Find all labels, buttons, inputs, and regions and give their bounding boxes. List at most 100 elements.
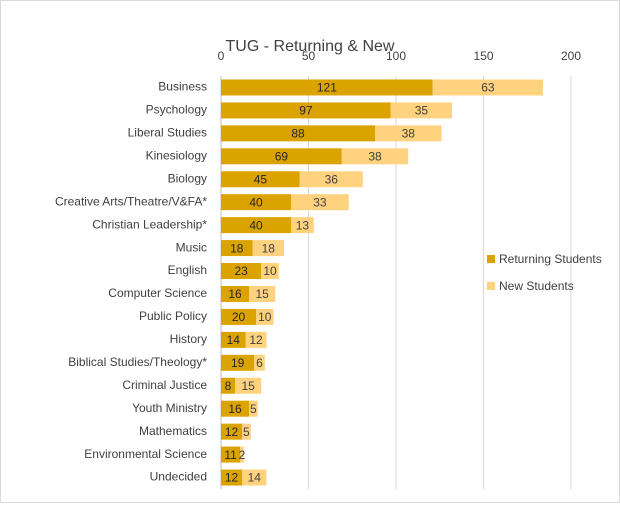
- data-label: 121: [317, 81, 337, 95]
- bar-segment: [221, 240, 253, 257]
- data-label: 36: [325, 172, 339, 186]
- bar-segment: [221, 285, 249, 302]
- bar-segment: [375, 125, 442, 142]
- data-label: 88: [291, 127, 305, 141]
- data-label: 97: [299, 104, 313, 118]
- data-label: 12: [249, 333, 263, 347]
- data-label: 14: [227, 333, 241, 347]
- x-tick-label: 100: [386, 49, 406, 63]
- data-label: 38: [368, 149, 382, 163]
- y-tick-label: Environmental Science: [84, 447, 207, 461]
- data-label: 10: [263, 264, 277, 278]
- y-tick-label: Criminal Justice: [122, 378, 207, 392]
- y-tick-label: Biblical Studies/Theology*: [68, 355, 207, 369]
- bar-segment: [221, 377, 235, 394]
- bar-segment: [291, 217, 314, 234]
- bar-segment: [235, 377, 262, 394]
- data-label: 16: [228, 402, 242, 416]
- data-label: 12: [225, 425, 239, 439]
- y-tick-label: Youth Ministry: [132, 401, 207, 415]
- data-label: 45: [254, 172, 268, 186]
- legend-label: New Students: [499, 279, 574, 293]
- bar-segment: [221, 217, 291, 234]
- data-label: 2: [239, 448, 246, 462]
- y-tick-label: Mathematics: [139, 424, 207, 438]
- y-tick-label: Undecided: [150, 470, 207, 484]
- data-label: 69: [275, 149, 289, 163]
- data-label: 20: [232, 310, 246, 324]
- data-label: 11: [224, 448, 237, 462]
- x-tick-label: 200: [561, 49, 581, 63]
- x-tick-label: 50: [302, 49, 316, 63]
- y-tick-label: Biology: [168, 171, 207, 185]
- bar-segment: [432, 79, 543, 96]
- bar-segment: [221, 400, 249, 417]
- y-tick-label: Business: [158, 80, 207, 94]
- bar-segment: [221, 354, 255, 371]
- y-tick-label: History: [170, 332, 207, 346]
- bar-segment: [252, 240, 284, 257]
- bar-segment: [221, 79, 433, 96]
- bar-segment: [221, 331, 246, 348]
- data-label: 13: [296, 218, 310, 232]
- bar-segment: [256, 308, 274, 325]
- data-label: 10: [258, 310, 272, 324]
- data-label: 23: [234, 264, 248, 278]
- data-label: 14: [248, 471, 262, 485]
- bar-segment: [249, 400, 258, 417]
- data-label: 15: [255, 287, 269, 301]
- data-label: 5: [243, 425, 250, 439]
- bar-segment: [221, 263, 262, 280]
- bar-segment: [245, 331, 267, 348]
- data-label: 40: [249, 195, 263, 209]
- y-tick-label: Computer Science: [108, 286, 207, 300]
- data-label: 16: [228, 287, 242, 301]
- chart-title: TUG - Returning & New: [226, 38, 395, 55]
- bar-segment: [221, 148, 342, 165]
- bar-segment: [221, 469, 242, 486]
- y-tick-label: Liberal Studies: [128, 126, 207, 140]
- data-label: 40: [249, 218, 263, 232]
- x-tick-label: 0: [218, 49, 225, 63]
- y-tick-label: Public Policy: [139, 309, 207, 323]
- y-tick-label: Christian Leadership*: [92, 217, 207, 231]
- bar-segment: [291, 194, 349, 211]
- bar-segment: [341, 148, 409, 165]
- data-label: 33: [313, 195, 327, 209]
- bar-segment: [242, 423, 251, 440]
- data-label: 18: [230, 241, 244, 255]
- data-label: 18: [262, 241, 276, 255]
- legend-label: Returning Students: [499, 252, 602, 266]
- data-label: 15: [241, 379, 255, 393]
- bar-segment: [221, 308, 256, 325]
- y-tick-label: Music: [176, 240, 207, 254]
- y-tick-label: Kinesiology: [146, 148, 207, 162]
- bar-segment: [249, 285, 276, 302]
- bar-segment: [299, 171, 363, 188]
- bar-segment: [240, 446, 244, 463]
- y-tick-label: Psychology: [146, 103, 207, 117]
- bar-segment: [221, 423, 242, 440]
- x-tick-label: 150: [473, 49, 493, 63]
- bar-segment: [221, 194, 291, 211]
- bar-segment: [221, 446, 241, 463]
- data-label: 38: [402, 127, 416, 141]
- data-label: 19: [231, 356, 245, 370]
- bar-segment: [221, 125, 375, 142]
- bar-segment: [390, 102, 452, 119]
- data-label: 35: [415, 104, 429, 118]
- bar-segment: [261, 263, 279, 280]
- bar-segment: [221, 102, 391, 119]
- y-tick-label: Creative Arts/Theatre/V&FA*: [55, 194, 207, 208]
- data-label: 12: [225, 471, 239, 485]
- data-label: 63: [481, 81, 495, 95]
- bar-segment: [242, 469, 267, 486]
- legend-swatch: [487, 255, 495, 263]
- y-tick-label: English: [168, 263, 207, 277]
- bar-segment: [254, 354, 265, 371]
- legend-swatch: [487, 282, 495, 290]
- data-label: 5: [250, 402, 257, 416]
- data-label: 8: [225, 379, 232, 393]
- bar-segment: [221, 171, 300, 188]
